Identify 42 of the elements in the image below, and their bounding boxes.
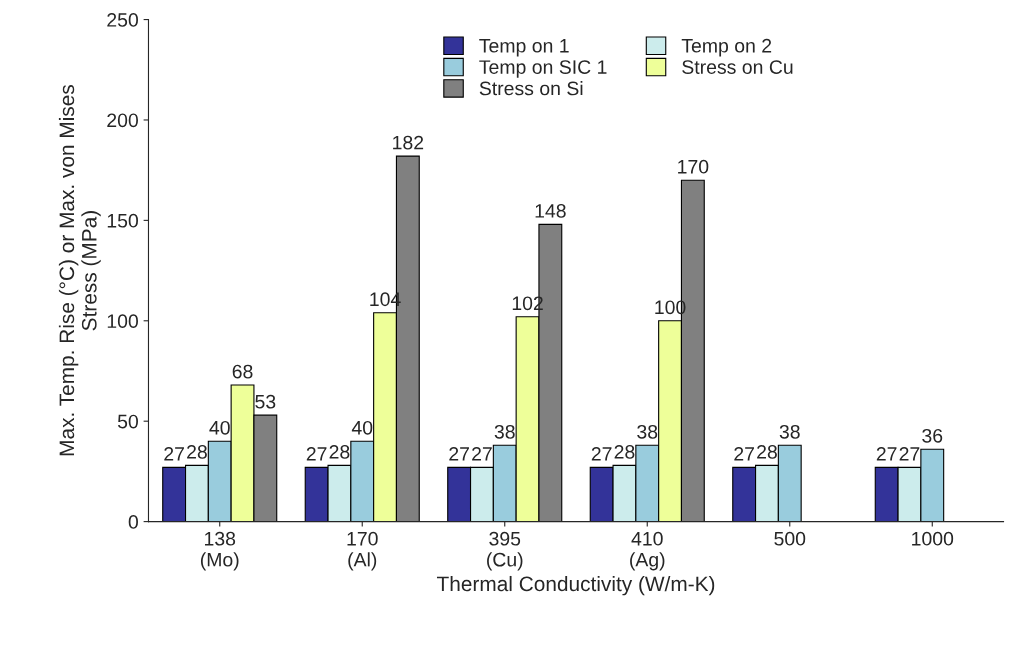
data-label: 40 [351,420,373,435]
data-label: 27 [306,446,327,461]
data-label: 27 [164,446,184,461]
data-label: 28 [614,444,635,459]
x-tick-label: 500 [774,531,806,546]
data-label: 53 [255,394,276,409]
y-axis-title: Max. Temp. Rise (°C) or Max. von Mises Stress (MPa) [58,85,101,456]
data-label: 28 [757,444,777,459]
legend-label: Temp on 1 [479,39,569,57]
data-label: 182 [393,135,424,150]
data-label: 27 [899,446,920,461]
y-tick-label: 250 [107,13,138,27]
y-tick-label: 150 [107,213,138,228]
y-tick-label: 200 [107,113,138,128]
y-tick-label: 0 [128,515,138,529]
data-label: 28 [187,444,207,459]
data-label: 170 [678,159,709,174]
data-label: 148 [535,204,566,218]
x-tick-label: 138 (Mo) [200,531,239,571]
data-label: 40 [209,420,230,435]
data-label: 27 [734,446,754,461]
legend-label: Temp on SIC 1 [479,60,607,78]
x-tick-label: 1000 [912,531,954,546]
data-label: 38 [779,424,800,439]
x-axis-title: Thermal Conductivity (W/m-K) [436,575,715,596]
y-tick-label: 50 [117,414,138,429]
x-tick-label: 170 (Al) [347,531,378,571]
data-label: 27 [449,446,469,461]
legend-label: Stress on Si [479,81,583,96]
data-label: 27 [472,446,492,461]
x-tick-label: 410 (Ag) [630,531,665,571]
data-label: 36 [922,428,943,443]
data-label: 38 [494,424,515,439]
legend-label: Temp on 2 [681,38,772,57]
legend-label: Stress on Cu [682,60,793,74]
data-label: 68 [232,364,253,379]
data-label: 27 [876,446,897,461]
data-label: 38 [637,424,658,439]
data-label: 28 [329,444,350,459]
data-label: 27 [591,446,612,461]
y-tick-label: 100 [107,314,138,329]
x-tick-label: 395 (Cu) [487,531,523,571]
